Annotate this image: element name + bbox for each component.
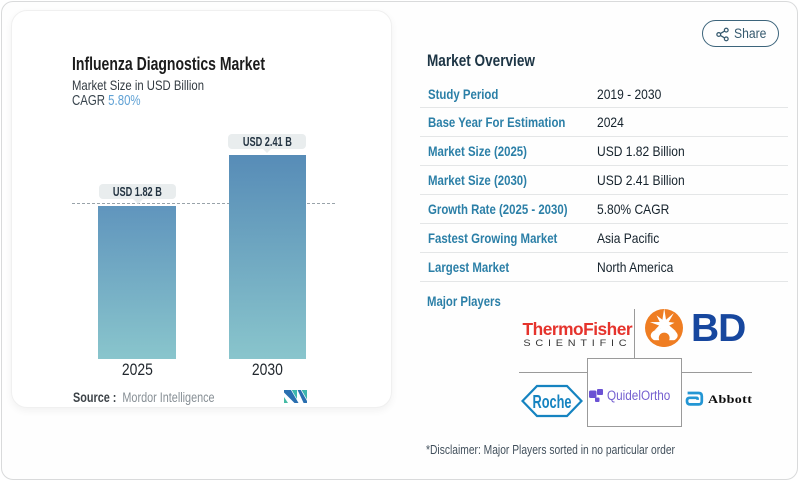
svg-text:Roche: Roche: [533, 391, 572, 412]
